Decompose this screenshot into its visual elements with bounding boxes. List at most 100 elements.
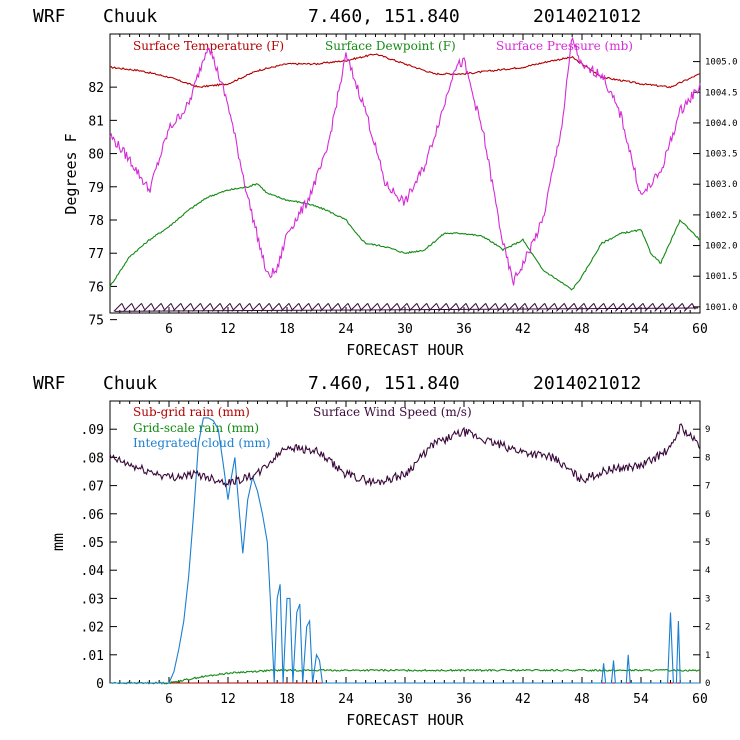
wind-barb <box>624 302 634 312</box>
x-tick-label: 6 <box>165 322 173 337</box>
wind-barb <box>251 302 260 312</box>
wind-barb-flag <box>534 303 539 310</box>
panel-station: Chuuk <box>103 373 157 394</box>
wind-barb <box>673 302 683 312</box>
wind-barb-flag <box>308 303 313 310</box>
wind-barb-flag <box>268 303 273 310</box>
wind-barb-flag <box>377 303 381 310</box>
wind-barb <box>221 302 231 312</box>
x-tick-label: 36 <box>456 692 472 707</box>
y2-tick-label: 1004.5 <box>705 88 738 98</box>
wind-barb-flag <box>170 303 175 310</box>
wind-barb-flag <box>337 303 342 310</box>
wind-barb <box>241 302 251 312</box>
legend-entry-subgrid-rain: Sub-grid rain (mm) <box>133 405 250 419</box>
y2-tick-label: 1001.0 <box>705 303 738 313</box>
panel-init-time: 2014021012 <box>533 373 641 394</box>
wind-barb-flag <box>209 303 214 310</box>
y2-tick-label: 1004.0 <box>705 119 738 129</box>
wind-barb-flag <box>406 303 411 310</box>
wind-barb-flag <box>219 303 224 310</box>
x-tick-label: 18 <box>279 322 295 337</box>
wind-barb-flag <box>278 303 283 310</box>
wind-barb <box>487 302 496 312</box>
wind-barb-flag <box>386 303 391 310</box>
wind-barb <box>546 302 555 312</box>
wind-barb <box>565 302 575 312</box>
wind-barb-flag <box>495 303 499 310</box>
wind-barb <box>536 302 546 312</box>
panel-model: WRF <box>33 6 66 27</box>
wind-barb-flag <box>150 303 155 310</box>
wind-barb <box>634 302 644 312</box>
wind-barb-flag <box>544 303 549 310</box>
wind-barb <box>162 302 172 312</box>
wind-barb <box>614 302 624 312</box>
y2-tick-label: 1003.5 <box>705 150 738 160</box>
y-tick-label: 0 <box>96 677 104 692</box>
panel-model: WRF <box>33 373 66 394</box>
x-tick-label: 30 <box>397 322 413 337</box>
wind-barb-flag <box>131 303 136 310</box>
y2-tick-label: 4 <box>705 566 710 576</box>
y2-tick-label: 0 <box>705 679 710 689</box>
x-tick-label: 24 <box>338 692 354 707</box>
legend-entry-wind-speed: Surface Wind Speed (m/s) <box>313 405 472 419</box>
wind-barb <box>585 302 595 312</box>
x-tick-label: 54 <box>633 322 649 337</box>
x-tick-label: 42 <box>515 692 531 707</box>
wind-barb <box>467 302 477 312</box>
x-tick-label: 24 <box>338 322 354 337</box>
wind-barb <box>192 302 201 312</box>
y2-tick-label: 7 <box>705 482 710 492</box>
x-tick-label: 18 <box>279 692 295 707</box>
wind-barb-flag <box>318 303 322 310</box>
x-tick-label: 12 <box>220 322 236 337</box>
wind-barb-flag <box>475 303 480 310</box>
y-axis-label: mm <box>49 533 67 551</box>
x-tick-label: 54 <box>633 692 649 707</box>
y-tick-label: 81 <box>88 114 104 129</box>
wind-barb <box>595 302 605 312</box>
y-tick-label: 79 <box>88 181 104 196</box>
wind-barb <box>152 302 162 312</box>
y-tick-label: .05 <box>81 536 104 551</box>
wind-barb-flag <box>485 303 490 310</box>
wind-barb-flag <box>455 303 460 310</box>
wind-barb <box>654 302 664 312</box>
wind-barb-flag <box>239 303 244 310</box>
wind-barb <box>683 302 693 312</box>
y2-tick-label: 1 <box>705 651 710 661</box>
y-tick-label: .09 <box>81 423 104 438</box>
wind-barb <box>418 302 428 312</box>
wind-barb-flag <box>121 303 126 310</box>
wind-barb-flag <box>436 303 440 310</box>
wind-barb-flag <box>426 303 431 310</box>
y2-tick-label: 5 <box>705 538 710 548</box>
y-tick-label: .01 <box>81 649 104 664</box>
y2-tick-label: 3 <box>705 594 710 604</box>
x-tick-label: 60 <box>692 322 708 337</box>
wind-barb-flag <box>141 303 145 310</box>
panel-coords: 7.460, 151.840 <box>308 6 460 27</box>
wind-barb <box>457 302 467 312</box>
series-line-surface-dewpoint <box>109 183 700 291</box>
series-line-surface-pressure <box>109 36 701 286</box>
panel-temperature: WRF Chuuk 7.460, 151.840 2014021012 Surf… <box>33 6 738 359</box>
wind-barb <box>555 302 565 312</box>
legend-entry-temperature: Surface Temperature (F) <box>133 39 284 53</box>
x-tick-label: 48 <box>574 322 590 337</box>
wind-barb-flag <box>327 303 332 310</box>
y-tick-label: 75 <box>88 314 104 329</box>
x-tick-label: 6 <box>165 692 173 707</box>
wind-barb <box>113 302 123 312</box>
panel-init-time: 2014021012 <box>533 6 641 27</box>
y2-tick-label: 1002.0 <box>705 242 738 252</box>
panel-coords: 7.460, 151.840 <box>308 373 460 394</box>
legend-entry-gridscale-rain: Grid-scale rain (mm) <box>133 421 259 435</box>
wind-barb-flag <box>396 303 401 310</box>
wind-barb-flag <box>367 303 372 310</box>
x-axis-label: FORECAST HOUR <box>346 341 464 359</box>
wind-barb <box>182 302 192 312</box>
